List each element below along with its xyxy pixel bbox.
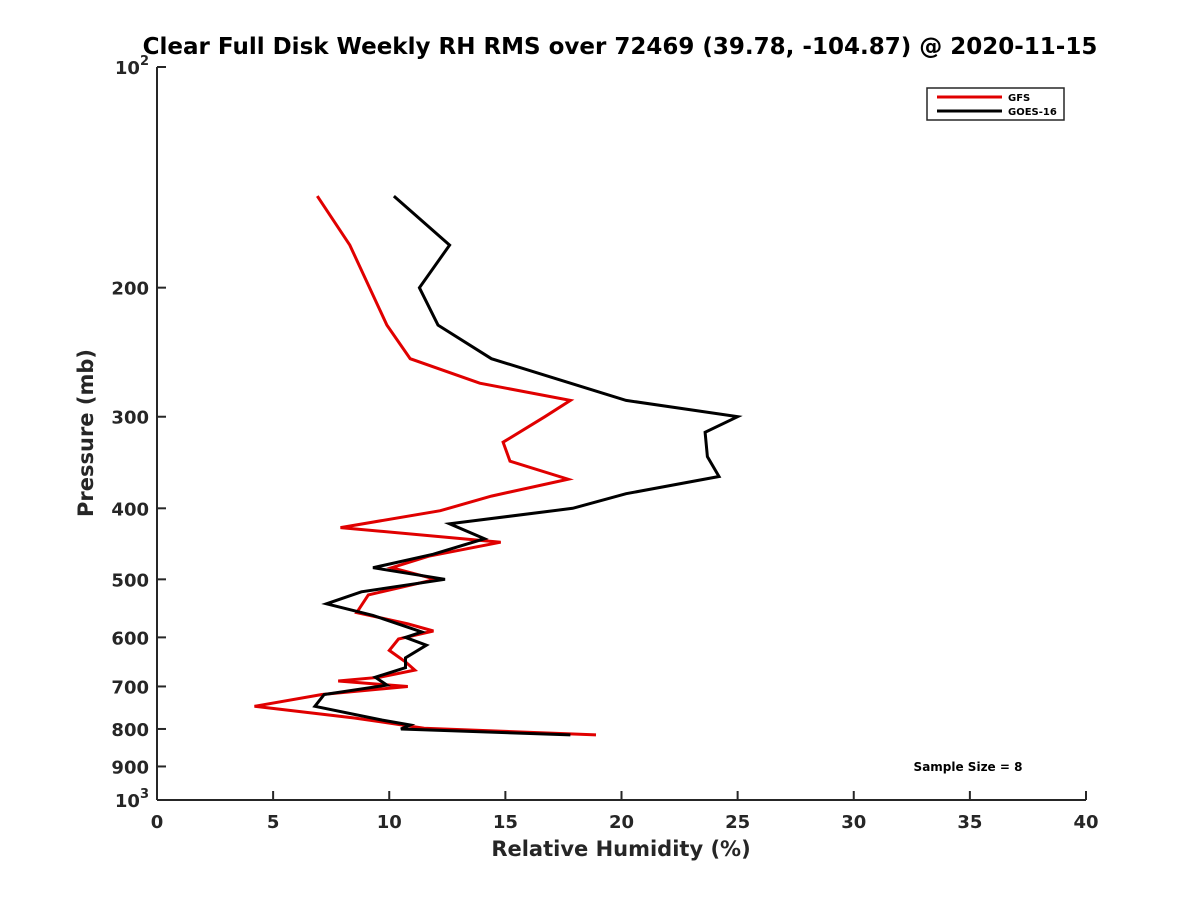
x-tick-label: 0	[151, 812, 164, 833]
x-tick-label: 5	[267, 812, 280, 833]
plot-area	[156, 67, 1086, 801]
x-tick-label: 35	[957, 812, 982, 833]
y-tick-label: 900	[111, 757, 149, 778]
y-tick-label: 400	[111, 499, 149, 520]
y-tick-label: 103	[115, 787, 149, 812]
x-tick-label: 15	[493, 812, 518, 833]
y-tick-label: 800	[111, 720, 149, 741]
y-tick-base: 10	[115, 58, 140, 79]
legend-label: GOES-16	[1008, 107, 1057, 118]
y-tick-exponent: 2	[140, 54, 149, 69]
y-tick-label: 600	[111, 628, 149, 649]
y-tick-exponent: 3	[140, 787, 149, 802]
sample-size-annotation: Sample Size = 8	[914, 760, 1023, 774]
series-lines	[254, 194, 743, 737]
y-tick-label: 500	[111, 570, 149, 591]
y-tick-base: 10	[115, 791, 140, 812]
x-tick-label: 20	[609, 812, 634, 833]
x-axis-label: Relative Humidity (%)	[491, 837, 750, 861]
y-tick-label: 200	[111, 279, 149, 300]
series-line-goes-16	[312, 194, 743, 737]
x-axis-ticks: 0 5 10 15 20 25 30 35 40	[151, 791, 1099, 833]
x-tick-label: 25	[725, 812, 750, 833]
x-tick-label: 30	[841, 812, 866, 833]
legend-label: GFS	[1008, 93, 1030, 104]
y-tick-label: 700	[111, 677, 149, 698]
x-tick-label: 40	[1073, 812, 1098, 833]
legend-box	[926, 87, 1065, 121]
x-tick-label: 10	[377, 812, 402, 833]
chart-title: Clear Full Disk Weekly RH RMS over 72469…	[143, 34, 1098, 60]
y-tick-label: 102	[115, 54, 149, 79]
y-tick-label: 300	[111, 408, 149, 429]
y-axis-label: Pressure (mb)	[74, 349, 98, 517]
legend: GFS GOES-16	[926, 87, 1065, 121]
